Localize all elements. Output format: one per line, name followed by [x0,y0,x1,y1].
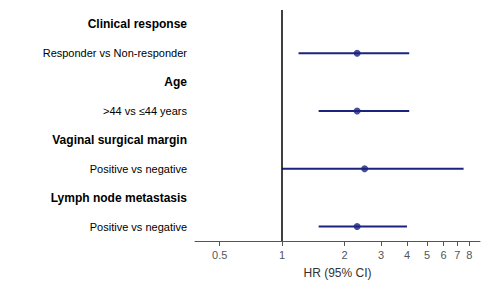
svg-text:0.5: 0.5 [212,249,227,261]
svg-text:2: 2 [341,249,347,261]
svg-text:7: 7 [454,249,460,261]
svg-text:Vaginal surgical margin: Vaginal surgical margin [52,133,187,147]
svg-text:HR (95% CI): HR (95% CI) [303,266,371,280]
svg-text:1: 1 [279,249,285,261]
svg-text:Lymph node metastasis: Lymph node metastasis [51,191,188,205]
svg-text:5: 5 [424,249,430,261]
svg-text:Positive vs negative: Positive vs negative [90,221,187,233]
svg-text:8: 8 [466,249,472,261]
svg-text:Responder vs Non-responder: Responder vs Non-responder [43,47,188,59]
svg-text:Positive vs negative: Positive vs negative [90,163,187,175]
svg-text:>44 vs ≤44 years: >44 vs ≤44 years [103,105,187,117]
svg-text:Clinical response: Clinical response [88,17,188,31]
svg-text:6: 6 [440,249,446,261]
svg-text:4: 4 [404,249,410,261]
svg-text:3: 3 [378,249,384,261]
svg-text:Age: Age [164,75,187,89]
